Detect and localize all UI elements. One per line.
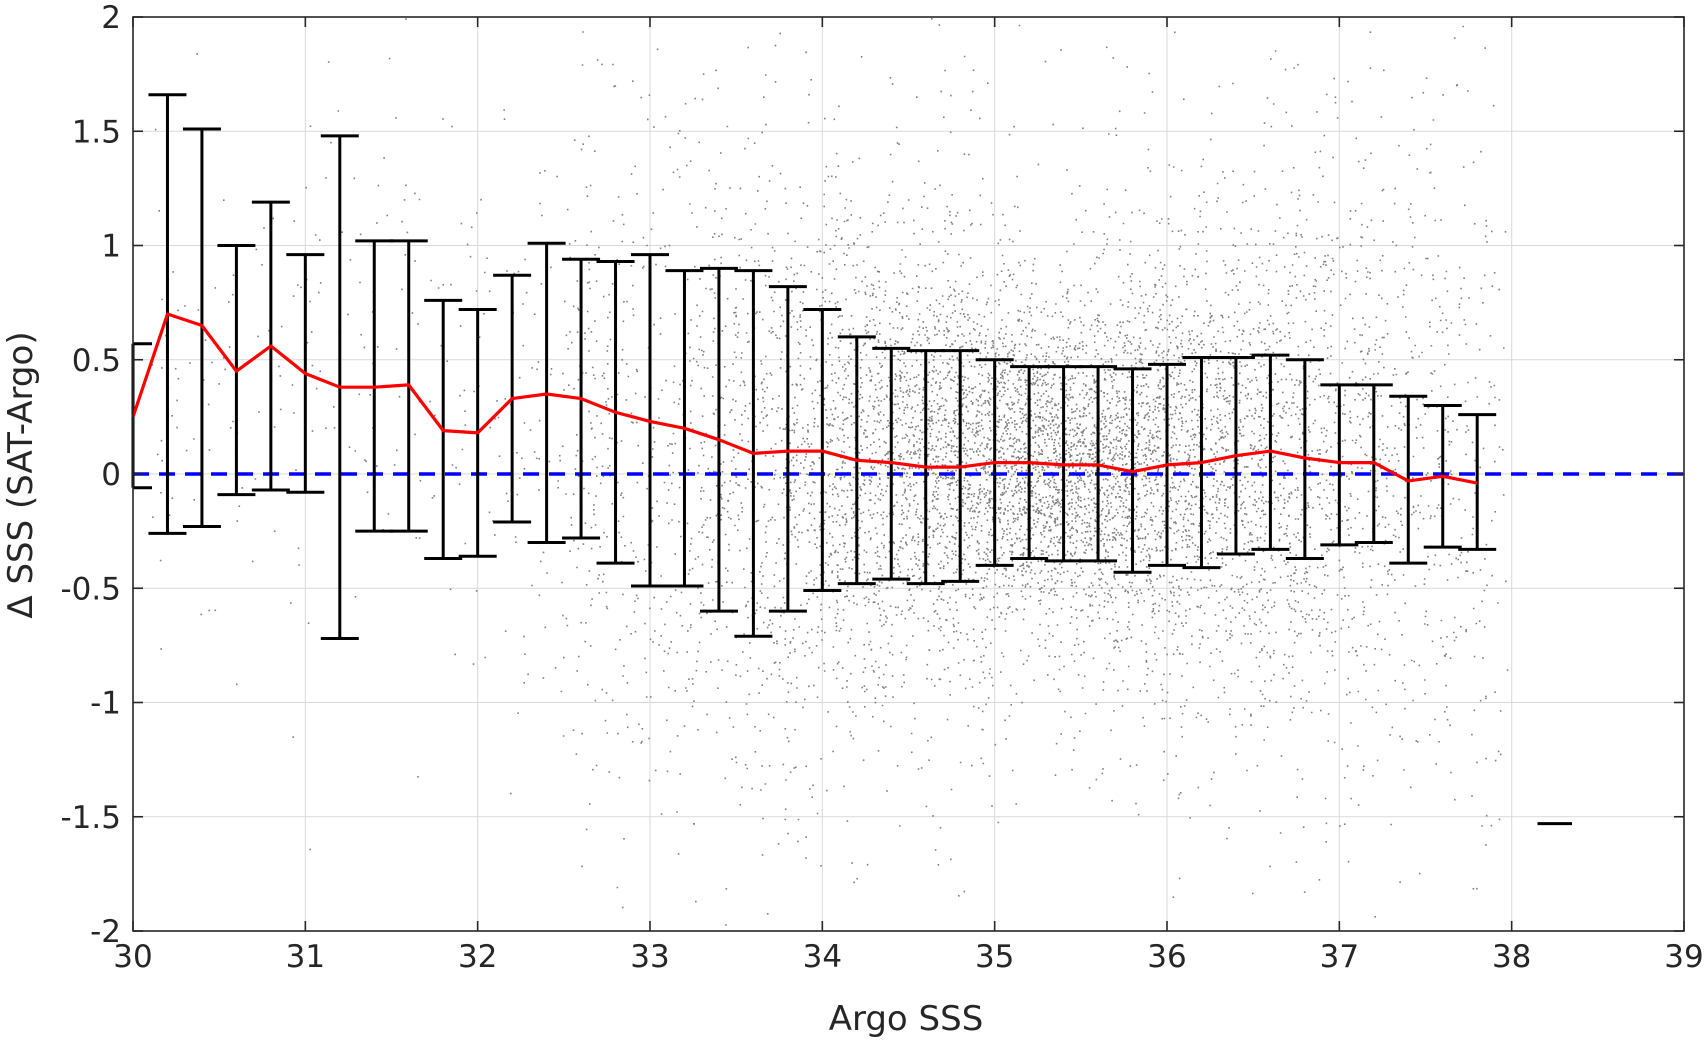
y-tick-label: -2 bbox=[90, 914, 121, 950]
error-bars bbox=[131, 93, 1497, 641]
x-axis-label: Argo SSS bbox=[829, 999, 984, 1039]
x-tick-label: 34 bbox=[803, 939, 842, 975]
x-tick-label: 31 bbox=[286, 939, 325, 975]
y-tick-label: 0 bbox=[101, 457, 121, 493]
x-tick-label: 37 bbox=[1320, 939, 1359, 975]
mean-line bbox=[131, 312, 1478, 485]
x-tick-labels: 30 31 32 33 34 35 36 37 38 39 bbox=[113, 939, 1703, 975]
x-tick-label: 33 bbox=[630, 939, 669, 975]
axes-frame bbox=[132, 16, 1685, 932]
y-tick-labels: 2 1.5 1 0.5 0 -0.5 -1 -1.5 -2 bbox=[61, 0, 122, 950]
y-tick-label: 1.5 bbox=[72, 114, 121, 150]
error-bar bbox=[768, 285, 807, 613]
y-tick-label: -1.5 bbox=[61, 800, 122, 836]
y-tick-label: -1 bbox=[90, 686, 121, 722]
y-axis-label: Δ SSS (SAT-Argo) bbox=[1, 331, 41, 618]
mean-line-path bbox=[131, 312, 1478, 485]
y-tick-label: 0.5 bbox=[72, 343, 121, 379]
y-tick-label: -0.5 bbox=[61, 571, 122, 607]
x-tick-label: 35 bbox=[975, 939, 1014, 975]
x-tick-label: 36 bbox=[1147, 939, 1186, 975]
x-tick-label: 30 bbox=[113, 939, 152, 975]
y-tick-label: 2 bbox=[101, 0, 121, 36]
x-tick-label: 39 bbox=[1664, 939, 1703, 975]
x-tick-label: 38 bbox=[1492, 939, 1531, 975]
y-tick-label: 1 bbox=[101, 229, 121, 265]
error-bar bbox=[1320, 383, 1359, 547]
x-tick-label: 32 bbox=[458, 939, 497, 975]
